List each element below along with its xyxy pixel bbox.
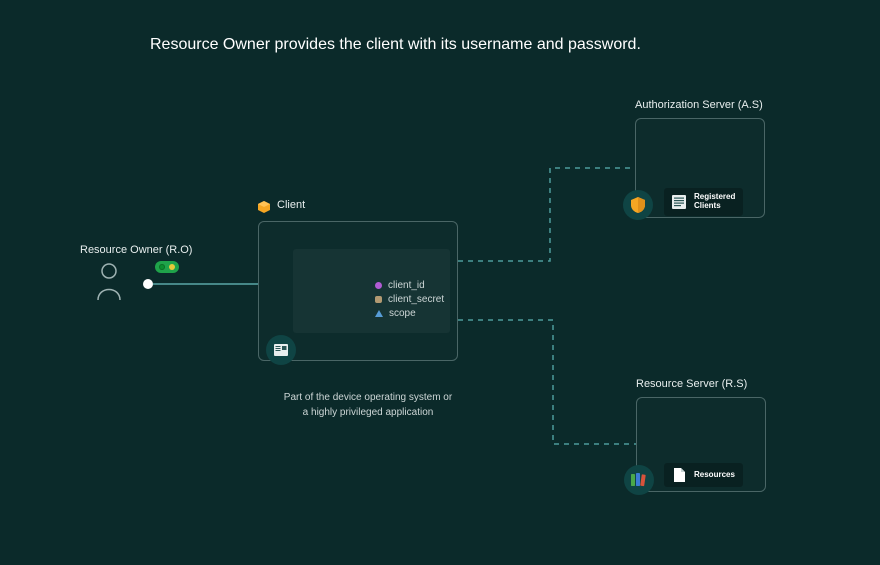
item-text: Resources	[694, 471, 735, 480]
prop-client-id: client_id	[375, 280, 425, 291]
person-icon	[95, 262, 123, 302]
client-caption: Part of the device operating system or a…	[280, 390, 456, 420]
resources-item: Resources	[664, 463, 743, 487]
caption-line: a highly privileged application	[303, 407, 434, 418]
shield-badge-icon	[623, 190, 653, 220]
list-icon	[672, 195, 686, 209]
lock-dot-icon	[169, 264, 175, 270]
doc-icon	[672, 468, 686, 482]
credentials-pill-icon	[155, 261, 179, 273]
bullet-icon	[375, 296, 382, 303]
bullet-icon	[375, 310, 383, 317]
resource-server-label: Resource Server (R.S)	[636, 378, 747, 390]
client-label: Client	[277, 199, 305, 211]
prop-scope: scope	[375, 308, 416, 319]
key-dot-icon	[159, 264, 165, 270]
resource-owner-label: Resource Owner (R.O)	[80, 244, 192, 256]
books-badge-icon	[624, 465, 654, 495]
registered-clients-item: Registered Clients	[664, 188, 743, 216]
client-inner-panel	[293, 249, 450, 333]
connector-client-auth	[458, 168, 635, 261]
client-box-icon	[258, 200, 270, 212]
prop-label: scope	[389, 308, 416, 319]
connector-client-resource	[458, 320, 636, 444]
auth-server-label: Authorization Server (A.S)	[635, 99, 763, 111]
page-title: Resource Owner provides the client with …	[150, 36, 641, 54]
prop-label: client_secret	[388, 294, 444, 305]
item-text: Registered Clients	[694, 193, 735, 211]
caption-line: Part of the device operating system or	[284, 392, 452, 403]
client-badge-icon	[266, 335, 296, 365]
bullet-icon	[375, 282, 382, 289]
prop-label: client_id	[388, 280, 425, 291]
owner-node-dot	[143, 279, 153, 289]
prop-client-secret: client_secret	[375, 294, 444, 305]
